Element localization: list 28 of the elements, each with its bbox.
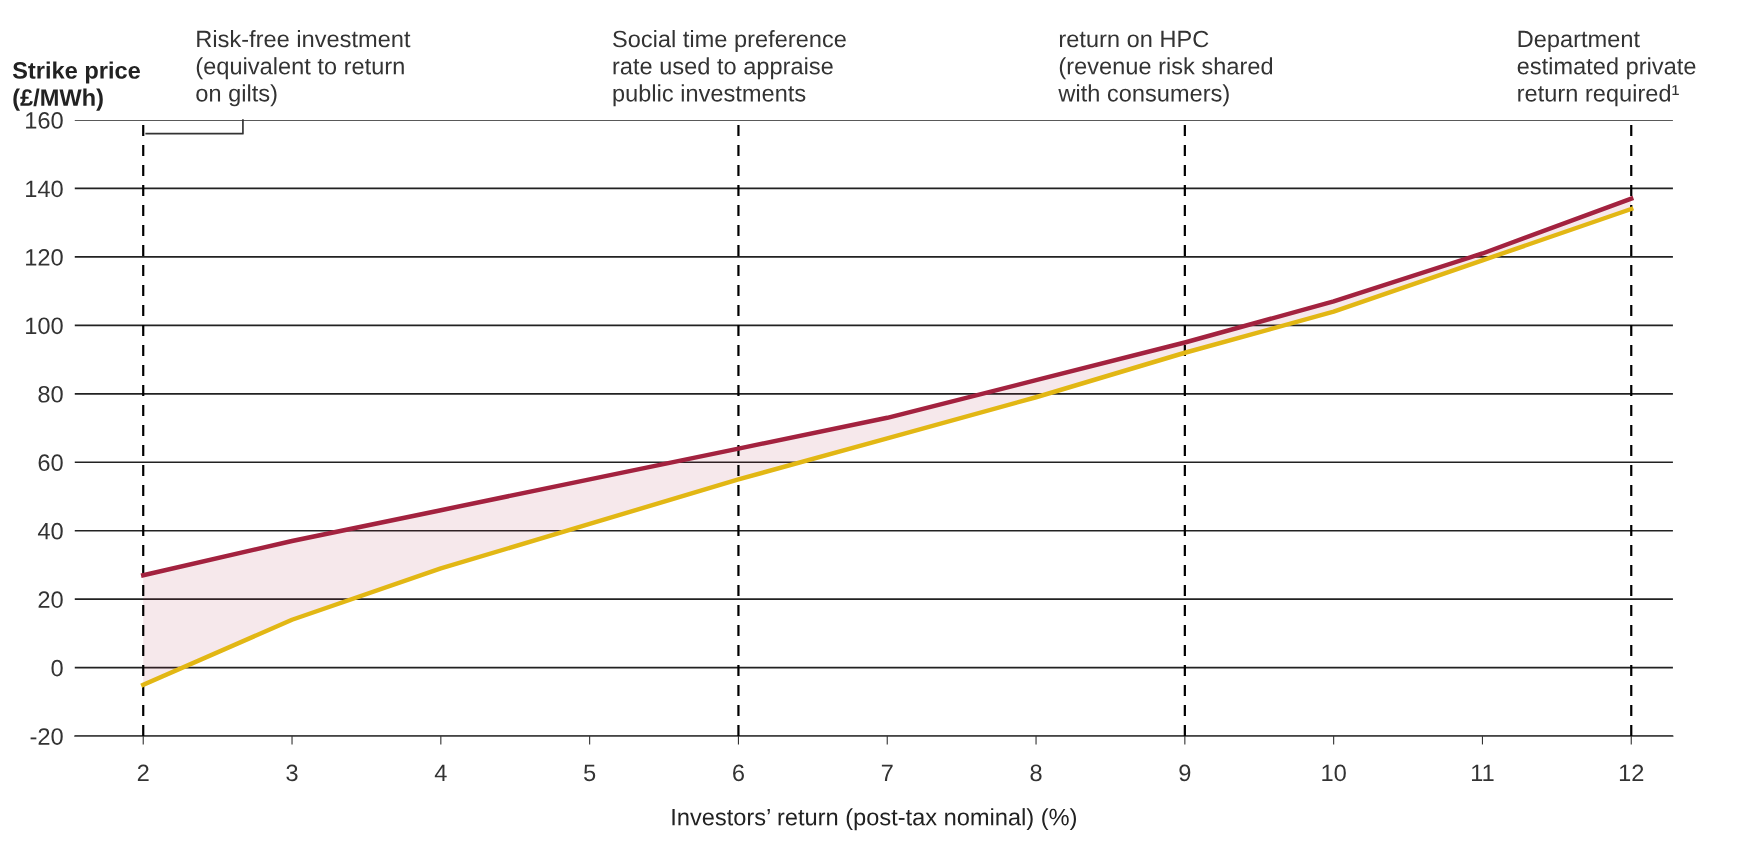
ref-line-label: Department estimated private return required¹ xyxy=(1517,30,1696,107)
x-tick-label: 8 xyxy=(1030,764,1042,782)
ref-line-label: Social time preference rate used to appraise public investments xyxy=(613,30,846,107)
y-tick-label: 160 xyxy=(26,112,63,129)
x-tick-label: 9 xyxy=(1179,764,1191,782)
x-tick-label: 3 xyxy=(286,764,298,782)
line-series xyxy=(141,196,1634,578)
y-tick-label: 60 xyxy=(38,454,63,472)
x-tick-label: 12 xyxy=(1619,764,1644,781)
y-tick-label: -20 xyxy=(30,728,63,745)
y-axis-title: Strike price (£/MWh) xyxy=(12,61,140,111)
x-tick-label: 2 xyxy=(137,764,149,781)
y-tick-label: 20 xyxy=(38,591,63,608)
y-tick-label: 140 xyxy=(26,180,63,198)
x-tick-label: 5 xyxy=(584,764,596,782)
ref-line-label: Risk-free investment (equivalent to return on gilts) xyxy=(196,30,411,107)
ref-line-label: return on HPC (revenue risk shared with consumers) xyxy=(1058,30,1273,107)
x-tick-label: 6 xyxy=(733,764,744,782)
y-tick-label: 0 xyxy=(51,659,63,677)
y-tick-label: 120 xyxy=(26,248,63,266)
y-tick-label: 80 xyxy=(38,385,63,403)
y-tick-label: 100 xyxy=(26,317,63,335)
x-tick-label: 10 xyxy=(1322,764,1346,782)
x-tick-label: 4 xyxy=(434,764,447,781)
x-axis-title: Investors’ return (post-tax nominal) (%) xyxy=(672,808,1076,831)
x-tick-label: 7 xyxy=(881,764,893,781)
y-tick-label: 40 xyxy=(37,522,63,540)
x-tick-label: 11 xyxy=(1471,764,1494,781)
